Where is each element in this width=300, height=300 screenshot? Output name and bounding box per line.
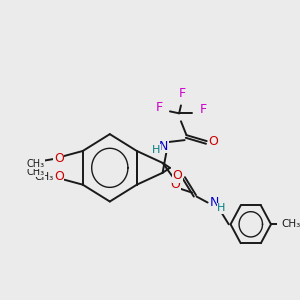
Text: CH₃: CH₃ xyxy=(27,167,45,177)
Text: O: O xyxy=(54,170,64,183)
Text: CH₃: CH₃ xyxy=(282,219,300,229)
Text: O: O xyxy=(172,169,182,182)
Text: CH₃: CH₃ xyxy=(34,172,54,182)
Text: O: O xyxy=(170,178,180,191)
Text: F: F xyxy=(200,103,207,116)
Text: CH₃: CH₃ xyxy=(27,159,45,169)
Text: N: N xyxy=(159,140,168,152)
Text: N: N xyxy=(209,196,219,209)
Text: O: O xyxy=(54,152,64,165)
Text: O: O xyxy=(208,135,218,148)
Text: H: H xyxy=(152,145,160,155)
Text: F: F xyxy=(179,87,186,100)
Text: F: F xyxy=(155,101,163,114)
Text: H: H xyxy=(217,203,226,214)
